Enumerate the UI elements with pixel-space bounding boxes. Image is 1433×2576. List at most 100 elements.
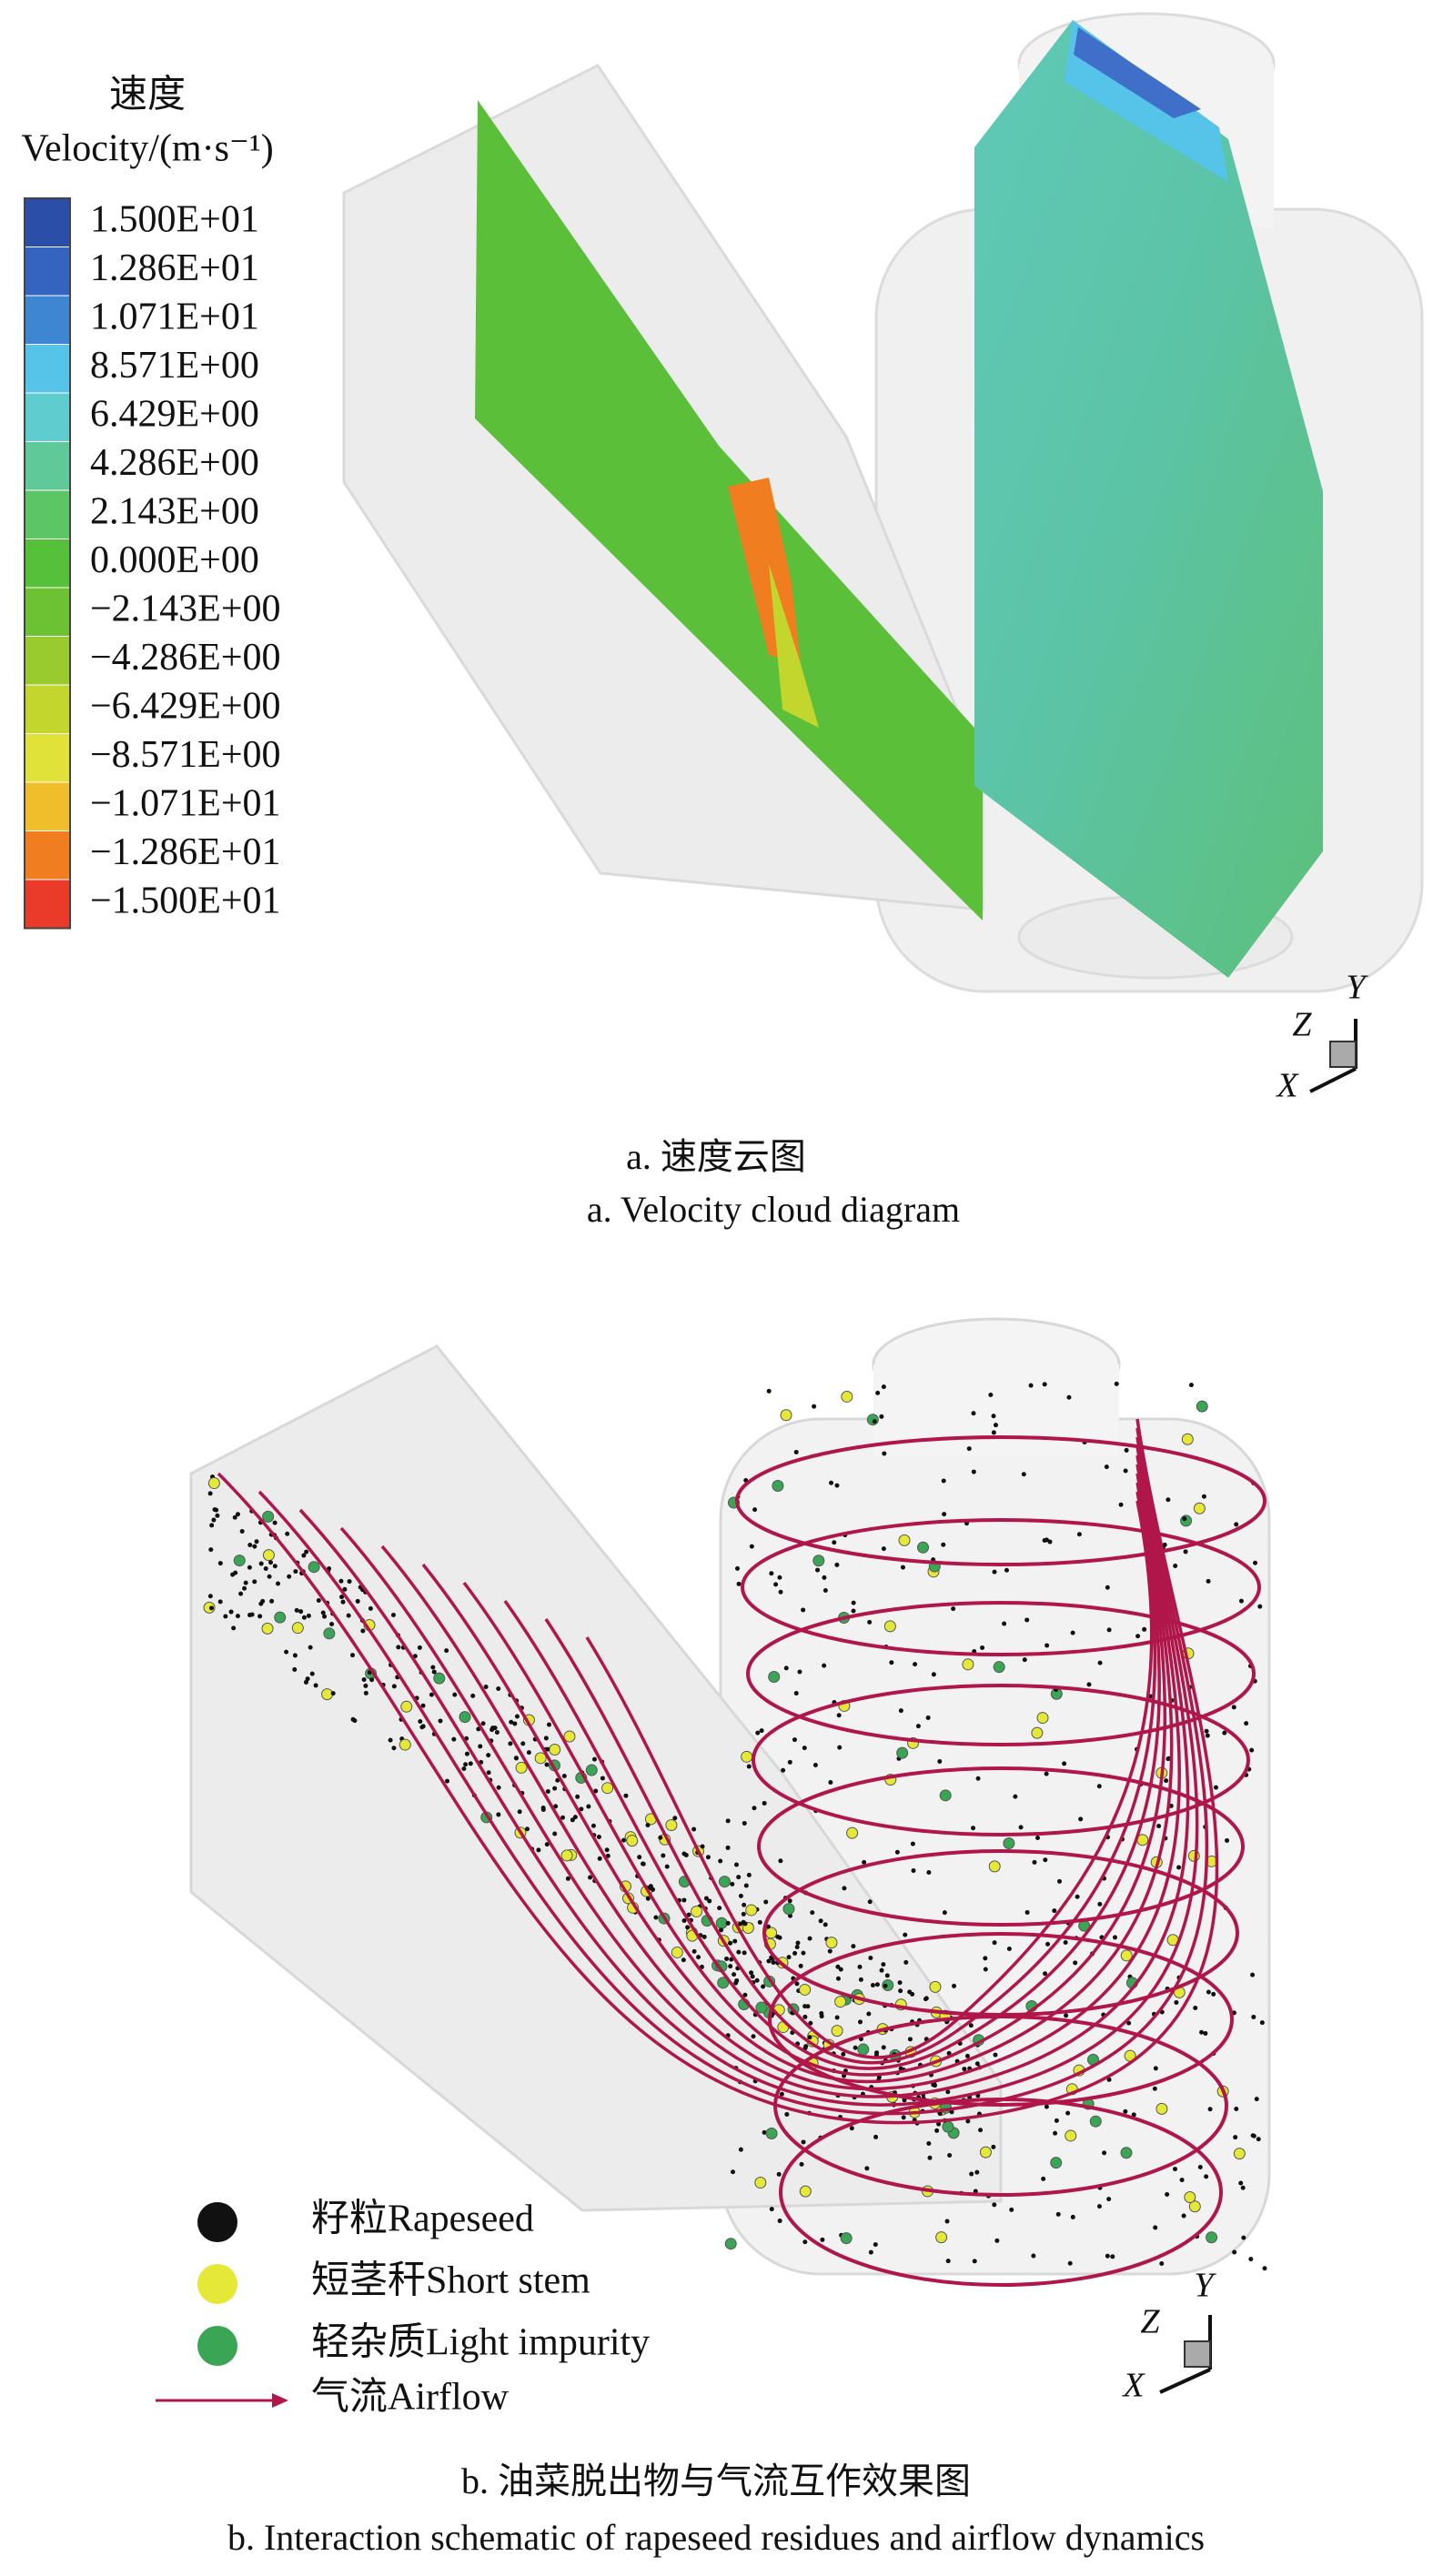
particle	[881, 2045, 886, 2050]
particle	[1207, 2107, 1213, 2112]
particle	[792, 1950, 798, 1956]
particle	[211, 1517, 217, 1523]
particle	[496, 1812, 501, 1817]
particle	[864, 2166, 870, 2171]
particle	[1045, 1941, 1051, 1947]
particle	[792, 1737, 797, 1743]
particle	[829, 1480, 834, 1485]
particle	[795, 1940, 801, 1946]
particle	[801, 1950, 806, 1956]
particle	[857, 2019, 863, 2025]
colorbar-swatch	[24, 587, 71, 637]
particle	[939, 1789, 952, 1802]
particle	[738, 2147, 743, 2152]
colorbar-label: −1.500E+01	[90, 880, 281, 921]
particle	[543, 1736, 549, 1741]
particle	[1073, 1960, 1078, 1966]
particle	[745, 1904, 758, 1917]
particle	[1089, 2115, 1102, 2128]
particle	[838, 1967, 843, 1972]
colorbar-swatch	[24, 781, 71, 831]
particle	[1196, 1400, 1208, 1413]
particle	[1105, 2253, 1110, 2259]
particle	[309, 1671, 315, 1676]
particle	[1254, 2097, 1259, 2102]
particle	[623, 1793, 629, 1798]
particle	[207, 1477, 220, 1490]
particle	[812, 1762, 818, 1767]
particle	[274, 1611, 287, 1624]
particle	[746, 1764, 752, 1769]
particle	[755, 1730, 761, 1736]
particle	[1050, 2157, 1063, 2169]
particle	[1142, 1626, 1147, 1632]
particle	[853, 2045, 858, 2050]
particle	[1123, 1468, 1128, 1474]
particle	[1213, 1785, 1218, 1790]
axis-label: X	[1121, 2367, 1145, 2405]
particle	[731, 2169, 736, 2175]
particle	[793, 1449, 799, 1454]
particle	[769, 2207, 774, 2212]
particle	[822, 1663, 827, 1668]
legend-title-en: Velocity/(m·s⁻¹)	[21, 128, 273, 170]
particle	[973, 2189, 978, 2194]
axis-triad	[1159, 2315, 1212, 2394]
particle	[261, 1622, 274, 1635]
particle	[834, 2015, 840, 2020]
particle	[626, 1835, 639, 1847]
particle	[520, 1741, 526, 1746]
particle	[724, 1956, 730, 1961]
particle	[749, 1970, 754, 1976]
colorbar-swatch	[24, 441, 71, 491]
particle	[263, 1566, 268, 1572]
colorbar-label: −8.571E+00	[90, 734, 281, 776]
caption-zh: a. 速度云图	[626, 1136, 806, 1177]
caption-en: b. Interaction schematic of rapeseed res…	[227, 2517, 1205, 2558]
velocity-render	[342, 12, 1424, 993]
particle	[728, 1964, 733, 1969]
particle	[323, 1627, 336, 1640]
particle	[802, 2014, 808, 2019]
particle	[991, 1430, 996, 1435]
particle	[431, 1669, 437, 1675]
particle	[794, 1944, 800, 1949]
particle	[601, 1782, 614, 1795]
particle	[691, 1948, 697, 1954]
particle	[903, 1932, 908, 1937]
particle	[208, 1547, 214, 1553]
particle	[313, 1683, 318, 1688]
particle	[1253, 1560, 1258, 1565]
particle	[600, 1776, 605, 1781]
particle	[230, 1572, 236, 1577]
particle	[725, 1920, 731, 1926]
particle	[272, 1564, 278, 1569]
particle	[400, 1700, 413, 1713]
particle	[239, 1528, 245, 1534]
particle	[988, 1393, 994, 1398]
colorbar-label: 1.071E+01	[90, 296, 259, 337]
particle	[936, 2121, 942, 2127]
colorbar-label: 0.000E+00	[90, 539, 259, 581]
particle	[1004, 1567, 1009, 1573]
particle	[840, 2232, 853, 2245]
particle	[1165, 2191, 1170, 2197]
particle	[1201, 1494, 1206, 1499]
particle	[1055, 2211, 1061, 2217]
particle	[1184, 2190, 1196, 2203]
particle	[1181, 2213, 1186, 2219]
particle	[1225, 1837, 1230, 1843]
particle	[910, 1841, 915, 1846]
legend-arrow-head	[272, 2393, 288, 2408]
particle	[235, 1614, 240, 1619]
particle	[879, 1414, 884, 1419]
colorbar-swatch	[24, 344, 71, 394]
colorbar-swatch	[24, 538, 71, 589]
particle	[915, 1724, 921, 1729]
particle	[388, 1737, 393, 1743]
particle	[1205, 1733, 1210, 1738]
particle	[1176, 1865, 1182, 1870]
particle	[544, 1842, 550, 1847]
particle	[645, 1896, 651, 1901]
particle	[1002, 1621, 1007, 1626]
